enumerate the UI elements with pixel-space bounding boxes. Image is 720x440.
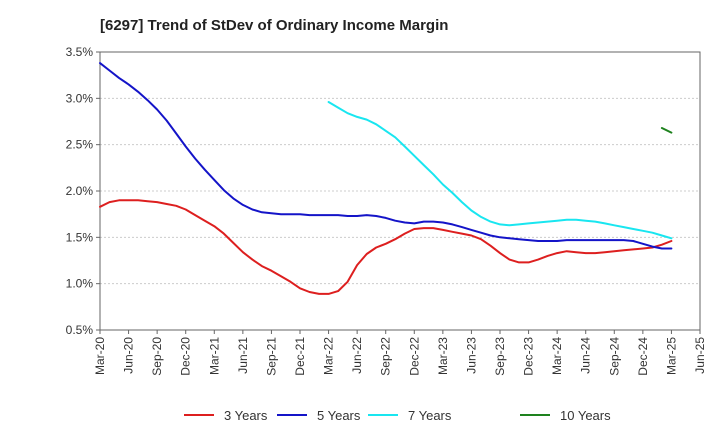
chart-title: [6297] Trend of StDev of Ordinary Income… bbox=[100, 17, 448, 34]
legend-label: 5 Years bbox=[317, 408, 361, 423]
x-tick-label: Jun-22 bbox=[350, 337, 364, 374]
x-tick-label: Sep-24 bbox=[607, 337, 621, 376]
y-tick-label: 1.5% bbox=[66, 230, 94, 244]
x-tick-label: Sep-20 bbox=[150, 337, 164, 376]
x-tick-label: Mar-20 bbox=[93, 337, 107, 375]
x-tick-label: Dec-21 bbox=[293, 337, 307, 376]
x-tick-label: Mar-23 bbox=[436, 337, 450, 375]
x-tick-label: Dec-24 bbox=[636, 337, 650, 376]
x-tick-label: Sep-23 bbox=[493, 337, 507, 376]
x-tick-label: Mar-24 bbox=[550, 337, 564, 375]
series-line-7-years bbox=[327, 101, 673, 240]
x-tick-label: Jun-24 bbox=[579, 337, 593, 374]
y-tick-label: 2.5% bbox=[66, 138, 94, 152]
y-tick-label: 0.5% bbox=[66, 323, 94, 337]
y-tick-label: 1.0% bbox=[66, 277, 94, 291]
grid-lines bbox=[100, 51, 700, 285]
y-tick-labels: 0.5% 1.0% 1.5% 2.0% 2.5% 3.0% 3.5% bbox=[66, 45, 100, 337]
y-tick-label: 2.0% bbox=[66, 184, 94, 198]
x-tick-label: Mar-21 bbox=[207, 337, 221, 375]
x-tick-label: Dec-22 bbox=[407, 337, 421, 376]
x-tick-label: Sep-21 bbox=[264, 337, 278, 376]
series-line-3-years bbox=[99, 199, 673, 295]
series-line-10-years bbox=[660, 127, 673, 134]
series-line-5-years bbox=[99, 62, 673, 250]
x-tick-label: Jun-21 bbox=[236, 337, 250, 374]
x-tick-label: Dec-20 bbox=[179, 337, 193, 376]
x-tick-label: Sep-22 bbox=[379, 337, 393, 376]
y-tick-label: 3.5% bbox=[66, 45, 94, 59]
x-tick-label: Jun-23 bbox=[464, 337, 478, 374]
legend-label: 7 Years bbox=[408, 408, 452, 423]
x-tick-label: Mar-22 bbox=[322, 337, 336, 375]
x-tick-label: Dec-23 bbox=[522, 337, 536, 376]
y-tick-label: 3.0% bbox=[66, 91, 94, 105]
legend: 3 Years 5 Years 7 Years 10 Years bbox=[184, 408, 611, 423]
x-tick-labels: Mar-20 Jun-20 Sep-20 Dec-20 Mar-21 Jun-21 Sep-… bbox=[93, 330, 707, 376]
legend-label: 3 Years bbox=[224, 408, 268, 423]
series-lines bbox=[99, 62, 673, 295]
x-tick-label: Jun-20 bbox=[122, 337, 136, 374]
x-tick-label: Jun-25 bbox=[693, 337, 707, 374]
x-tick-label: Mar-25 bbox=[664, 337, 678, 375]
legend-label: 10 Years bbox=[560, 408, 611, 423]
